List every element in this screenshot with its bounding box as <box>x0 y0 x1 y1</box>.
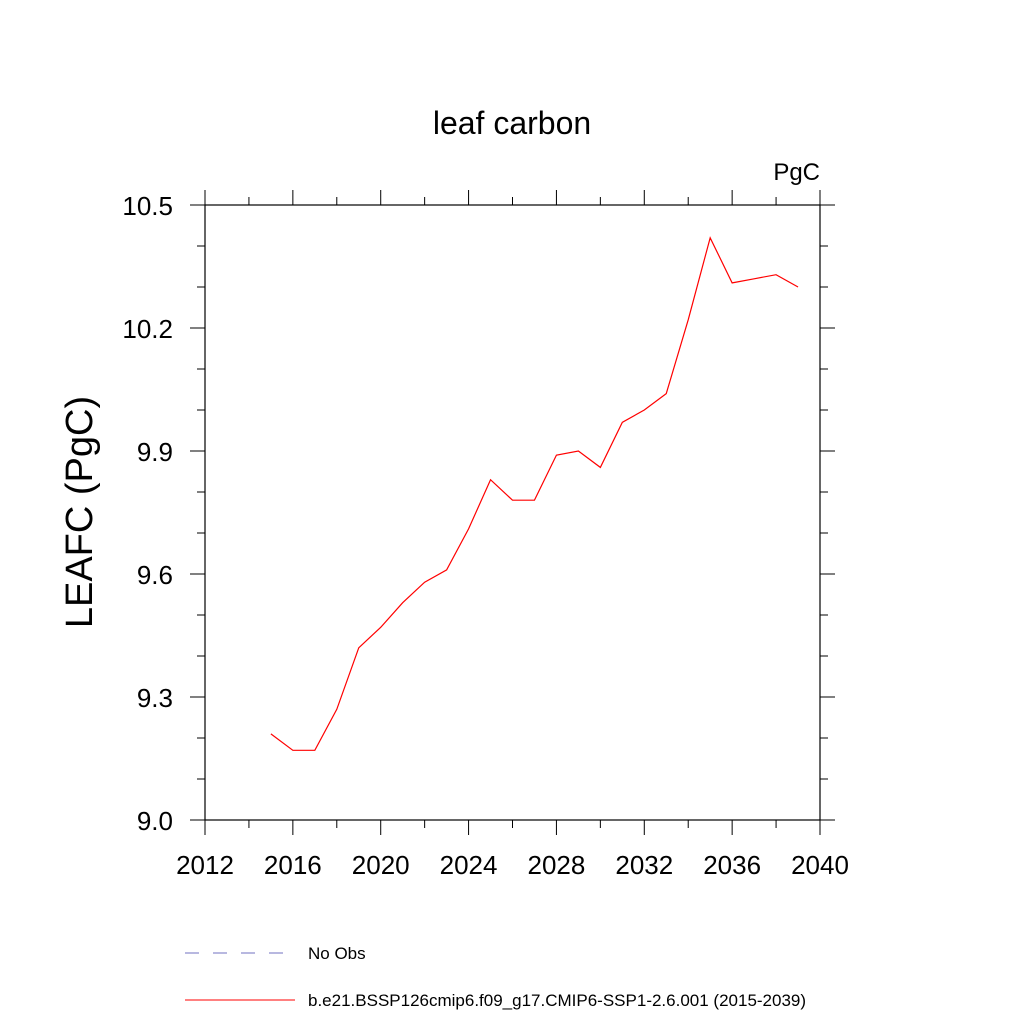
y-tick-label: 10.5 <box>122 191 173 221</box>
plot-frame <box>204 204 821 821</box>
chart-title: leaf carbon <box>433 105 591 141</box>
series-line-1 <box>270 236 799 751</box>
y-tick-label: 10.2 <box>122 314 173 344</box>
x-tick-label: 2040 <box>791 850 849 880</box>
y-tick-label: 9.6 <box>137 560 173 590</box>
y-tick-label: 9.9 <box>137 437 173 467</box>
y-axis-label: LEAFC (PgC) <box>59 396 101 628</box>
x-tick-label: 2032 <box>615 850 673 880</box>
x-tick-label: 2012 <box>176 850 234 880</box>
x-tick-label: 2020 <box>352 850 410 880</box>
x-tick-label: 2036 <box>703 850 761 880</box>
x-tick-label: 2028 <box>528 850 586 880</box>
x-tick-label: 2024 <box>440 850 498 880</box>
legend-label-no-obs: No Obs <box>308 944 366 963</box>
y-tick-label: 9.3 <box>137 683 173 713</box>
units-label: PgC <box>773 159 820 186</box>
legend-label-model: b.e21.BSSP126cmip6.f09_g17.CMIP6-SSP1-2.… <box>308 991 806 1010</box>
series-lines <box>270 236 799 751</box>
axes-group: 2012 2016 2020 2024 2028 2032 2036 2040 9.0 9.3 9.… <box>122 190 849 880</box>
x-tick-label: 2016 <box>264 850 322 880</box>
legend: No Obs b.e21.BSSP126cmip6.f09_g17.CMIP6-… <box>185 944 806 1010</box>
y-tick-label: 9.0 <box>137 806 173 836</box>
